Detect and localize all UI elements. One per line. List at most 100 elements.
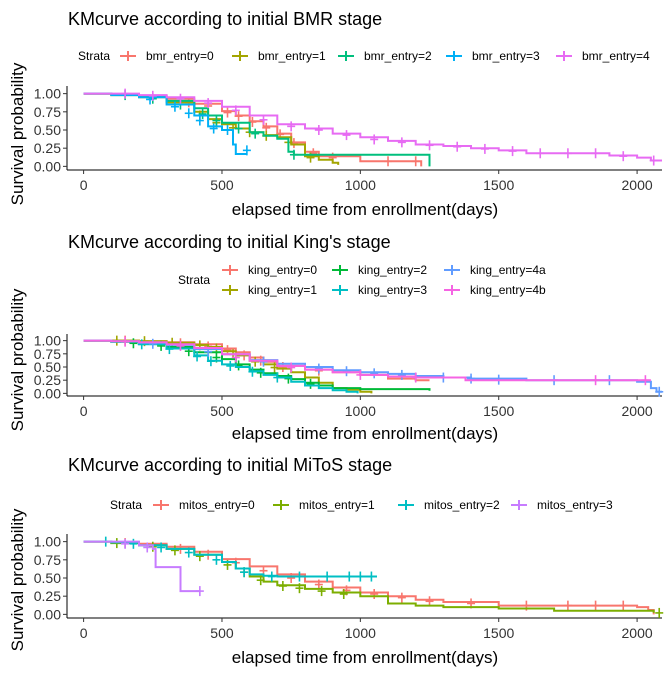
censor-mark [367, 571, 376, 582]
y-axis-title: Survival probability [8, 508, 27, 651]
censor-mark [170, 101, 179, 112]
censor-mark [242, 145, 251, 156]
censor-mark [129, 338, 138, 349]
censor-mark [148, 338, 157, 349]
censor-mark [223, 125, 232, 135]
legend: Strata bmr_entry=0 bmr_entry=1 bmr_entry=2 b… [78, 49, 650, 63]
censor-mark [212, 554, 221, 565]
censor-mark [240, 567, 249, 578]
legend-label: bmr_entry=3 [472, 49, 540, 63]
legend-title: Strata [78, 49, 110, 63]
censor-mark [289, 149, 298, 160]
censor-mark [339, 589, 348, 599]
x-tick-label: 2000 [622, 625, 653, 641]
censor-mark [204, 98, 213, 109]
y-tick-label: 0.50 [34, 570, 61, 586]
censor-mark [425, 140, 434, 151]
censor-mark [342, 130, 351, 141]
legend-item-king_entry=3: king_entry=3 [332, 283, 427, 297]
bmr-km-chart: KMcurve according to initial BMR stage S… [8, 9, 662, 219]
y-tick-label: 0.50 [34, 122, 61, 138]
censor-mark [278, 581, 287, 591]
censor-mark [157, 542, 166, 553]
censor-mark [209, 123, 218, 134]
x-tick-label: 1500 [483, 625, 514, 641]
legend-item-king_entry=4a: king_entry=4a [444, 263, 546, 277]
censor-mark [370, 134, 379, 145]
x-tick-label: 500 [210, 403, 234, 419]
legend-label: king_entry=2 [358, 263, 427, 277]
censor-mark [655, 386, 664, 397]
censor-mark [655, 607, 664, 618]
legend-item-bmr_entry=1: bmr_entry=1 [232, 49, 326, 63]
series-line-mitos_entry=3 [83, 540, 200, 593]
censor-mark [195, 586, 204, 597]
legend-item-bmr_entry=2: bmr_entry=2 [338, 49, 432, 63]
censor-mark [193, 351, 202, 362]
censor-mark [170, 545, 179, 556]
censor-mark [384, 156, 393, 167]
censor-mark [356, 571, 365, 582]
legend-label: king_entry=0 [248, 263, 317, 277]
y-tick-label: 1.00 [34, 333, 61, 349]
censor-mark [397, 369, 406, 380]
censor-mark [591, 375, 600, 386]
censor-mark [641, 375, 650, 386]
series-line-bmr_entry=2 [83, 92, 431, 167]
censor-mark [508, 146, 517, 157]
legend-label: mitos_entry=2 [424, 498, 500, 512]
plot-area: 0.000.250.500.751.00 0 500 1000 1500 2000 [34, 333, 664, 419]
y-tick-label: 0.00 [34, 606, 61, 622]
censor-mark [345, 571, 354, 582]
censor-mark [234, 111, 243, 122]
censor-mark [411, 156, 420, 167]
legend-label: king_entry=1 [248, 283, 317, 297]
censor-mark [619, 151, 628, 162]
censor-mark [248, 366, 257, 377]
censor-mark [251, 128, 260, 139]
x-tick-label: 2000 [622, 403, 653, 419]
legend-label: bmr_entry=4 [582, 49, 650, 63]
censor-mark [176, 340, 185, 351]
censor-mark [370, 368, 379, 379]
y-axis-title: Survival probability [8, 288, 27, 431]
censor-mark [314, 363, 323, 374]
y-axis-title: Survival probability [8, 62, 27, 205]
x-tick-label: 0 [80, 625, 88, 641]
legend-label: mitos_entry=0 [179, 498, 255, 512]
x-tick-label: 1000 [345, 403, 376, 419]
y-tick-label: 1.00 [34, 86, 61, 102]
censor-mark [342, 366, 351, 377]
king-km-panel: KMcurve according to initial King's stag… [0, 224, 672, 448]
legend-item-king_entry=2: king_entry=2 [332, 263, 427, 277]
censor-mark [121, 88, 130, 99]
legend-label: mitos_entry=1 [299, 498, 375, 512]
censor-mark [314, 125, 323, 135]
censor-mark [295, 583, 304, 594]
y-tick-label: 1.00 [34, 534, 61, 550]
legend-item-king_entry=4b: king_entry=4b [444, 283, 546, 297]
y-tick-label: 0.50 [34, 359, 61, 375]
censor-mark [356, 369, 365, 380]
x-tick-label: 1500 [483, 177, 514, 193]
censor-mark [270, 362, 279, 373]
censor-mark [184, 108, 193, 119]
legend-item-king_entry=0: king_entry=0 [222, 263, 317, 277]
censor-mark [317, 586, 326, 597]
censor-mark [121, 538, 130, 549]
censor-mark [453, 141, 462, 152]
series-line-king_entry=2 [83, 339, 431, 391]
legend-label: king_entry=4b [470, 283, 546, 297]
censor-mark [287, 121, 296, 132]
censor-mark [267, 571, 276, 582]
legend-label: bmr_entry=0 [146, 49, 214, 63]
censor-mark [619, 600, 628, 611]
x-tick-label: 500 [210, 625, 234, 641]
chart-title: KMcurve according to initial MiToS stage [68, 455, 392, 475]
censor-mark [649, 155, 658, 166]
y-tick-label: 0.75 [34, 104, 61, 120]
censor-mark [306, 378, 315, 389]
y-tick-label: 0.25 [34, 588, 61, 604]
censor-mark [287, 573, 296, 583]
